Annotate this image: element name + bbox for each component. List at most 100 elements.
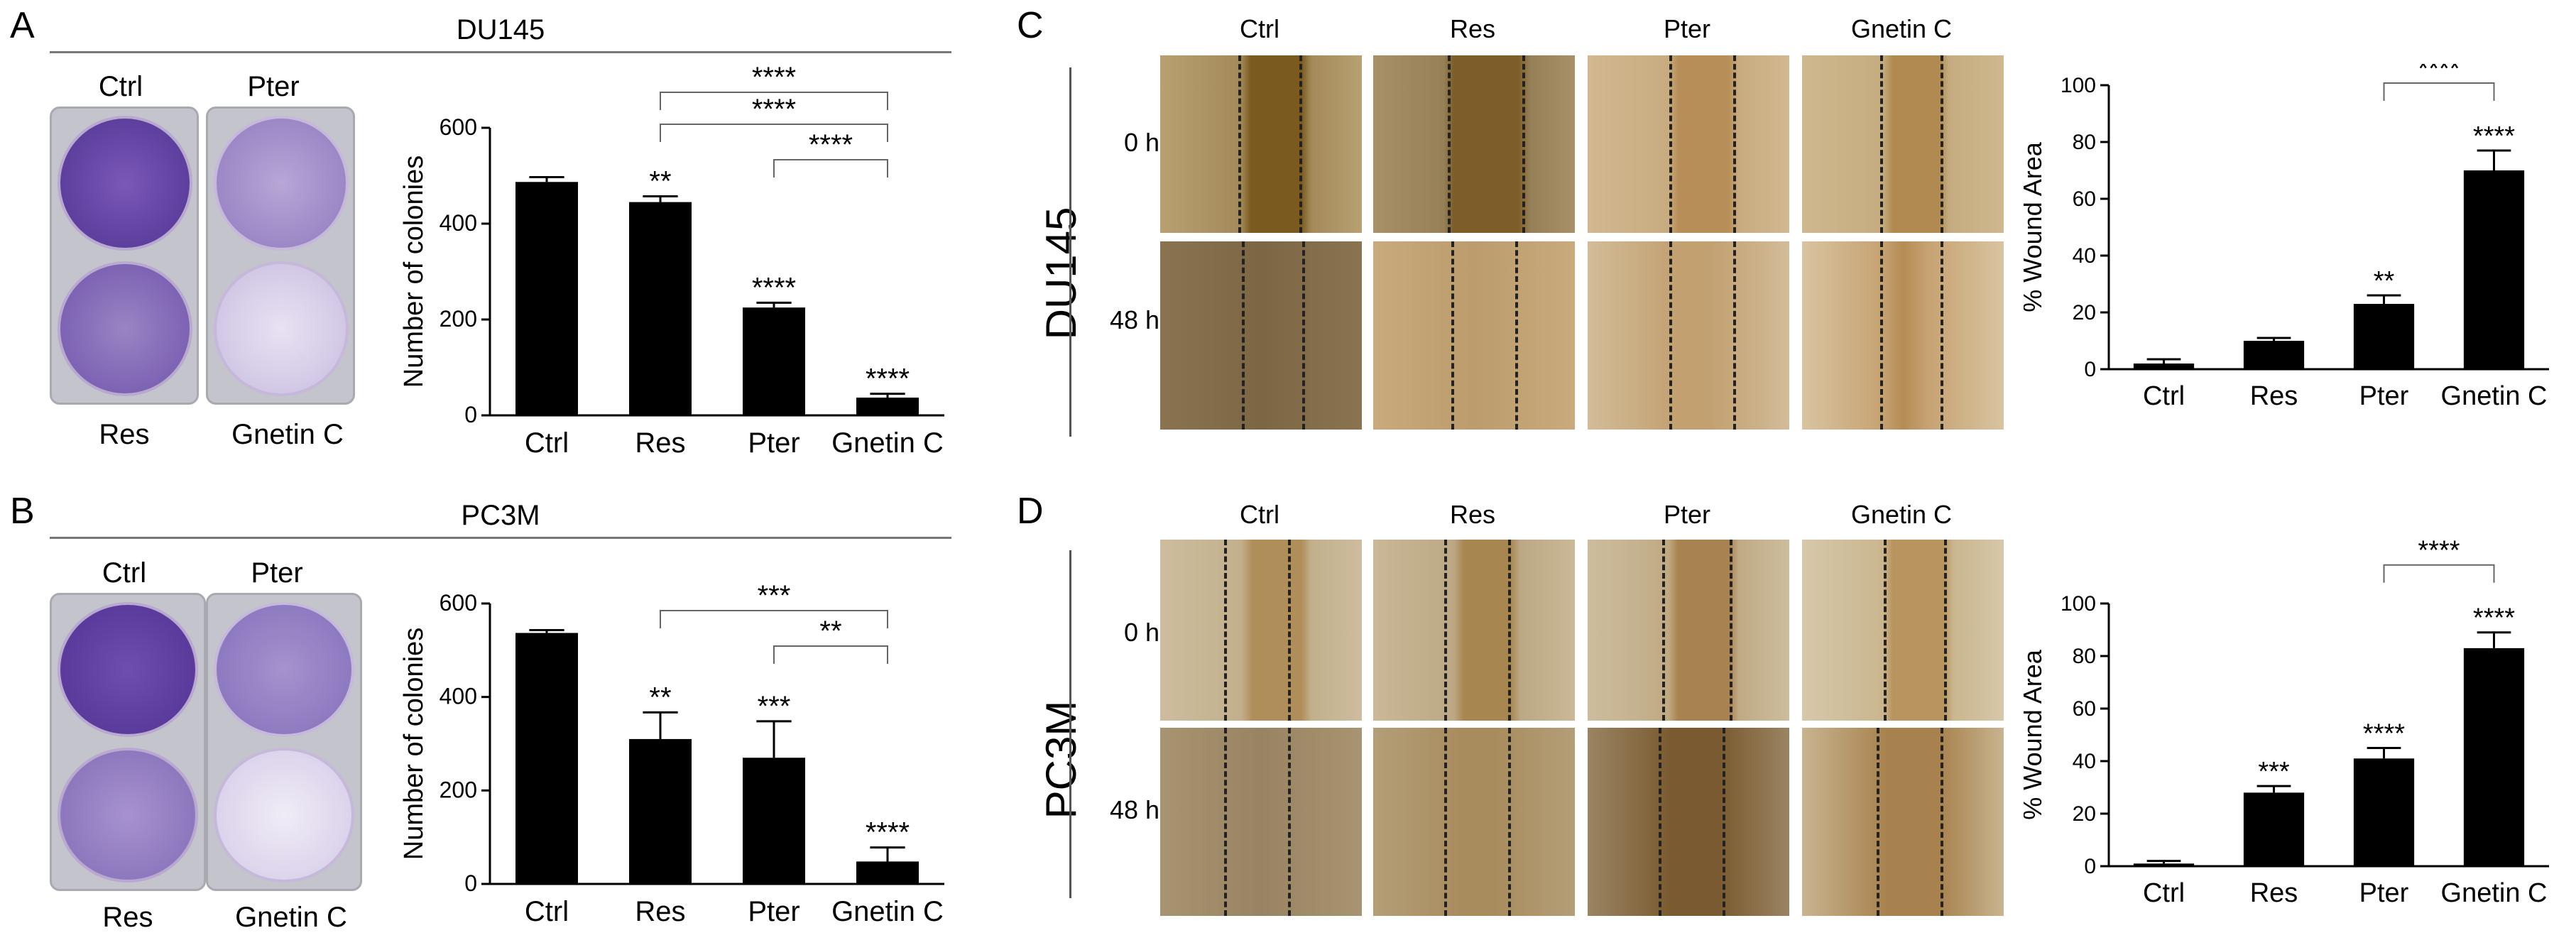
x-tick-label: Res	[2250, 381, 2298, 411]
chart-a-colonies: 0 200 400 600 Number of colonies Ctrl ** Res ***…	[399, 62, 944, 459]
wound-image-c-ctrl-48hr	[1160, 241, 1362, 430]
comparison-bracket	[660, 124, 888, 142]
well-ctrl	[58, 116, 192, 251]
well-pter-b	[214, 602, 354, 737]
wound-image-c-pter-0hr	[1588, 55, 1789, 233]
comparison-bracket	[2383, 564, 2495, 583]
comparison-bracket	[773, 645, 888, 664]
panel-d-col-gnetin: Gnetin C	[1850, 500, 1953, 529]
colony-plate-left-b	[50, 593, 206, 891]
comparison-label: ****	[809, 129, 853, 160]
significance-label: ****	[866, 817, 910, 848]
y-tick-label: 80	[2073, 131, 2096, 154]
comparison-label: ****	[752, 94, 796, 125]
wound-image-d-ctrl-0hr	[1160, 540, 1362, 721]
x-tick-label: Res	[2250, 878, 2298, 908]
panel-c-row-48hr: 48 hr	[1109, 305, 1168, 334]
y-tick-label: 80	[2073, 645, 2096, 668]
comparison-bracket	[660, 92, 888, 110]
panel-d-bracket	[1069, 550, 1071, 898]
y-axis-label: % Wound Area	[2024, 649, 2047, 819]
comparison-bracket	[660, 610, 888, 628]
significance-label: ***	[758, 691, 791, 722]
panel-letter-c: C	[1017, 5, 1044, 46]
x-tick-label: Pter	[2359, 878, 2409, 908]
y-tick-label: 400	[440, 210, 477, 236]
panel-letter-d: D	[1017, 491, 1044, 532]
y-tick-label: 0	[464, 870, 477, 896]
bar-gnetin-c	[856, 861, 919, 884]
wound-image-c-gnetin-48hr	[1802, 241, 2004, 430]
significance-label: **	[649, 682, 671, 713]
wound-image-c-res-48hr	[1373, 241, 1575, 430]
y-tick-label: 20	[2073, 301, 2096, 324]
panel-b-rule	[50, 537, 951, 539]
panel-d-row-0hr: 0 hr	[1123, 618, 1168, 647]
wound-image-d-gnetin-48hr	[1802, 728, 2004, 916]
x-tick-label: Gnetin C	[2441, 878, 2548, 908]
chart-c-wound-area: 0 20 40 60 80 100 % Wound Area Ctrl Res ** Pter ***…	[2024, 64, 2549, 411]
panel-letter-b: B	[10, 491, 35, 532]
plate-label-ctrl-b: Ctrl	[102, 557, 147, 589]
wound-image-c-ctrl-0hr	[1160, 55, 1362, 233]
panel-d-col-ctrl: Ctrl	[1240, 500, 1279, 529]
wound-image-d-ctrl-48hr	[1160, 728, 1362, 916]
x-tick-label: Gnetin C	[831, 896, 944, 927]
x-tick-label: Pter	[748, 427, 799, 459]
significance-label: ***	[2258, 757, 2290, 787]
wound-image-d-res-48hr	[1373, 728, 1575, 916]
well-pter	[214, 116, 349, 251]
bar-ctrl	[515, 182, 578, 415]
panel-a-title: DU145	[456, 14, 545, 45]
y-axis-label: Number of colonies	[399, 155, 429, 388]
y-tick-label: 400	[440, 684, 477, 709]
x-tick-label: Ctrl	[525, 896, 569, 927]
wound-image-c-gnetin-0hr	[1802, 55, 2004, 233]
panel-b-title: PC3M	[461, 500, 540, 531]
panel-c-col-pter: Pter	[1663, 14, 1711, 43]
x-tick-label: Ctrl	[2143, 878, 2185, 908]
y-tick-label: 600	[440, 114, 477, 140]
panel-c-col-ctrl: Ctrl	[1240, 14, 1279, 43]
significance-label: ****	[752, 272, 796, 303]
colony-plate-right-b	[206, 593, 362, 891]
y-axis-label: Number of colonies	[399, 628, 429, 860]
wound-image-d-pter-48hr	[1588, 728, 1789, 916]
bar-pter	[2353, 304, 2415, 369]
comparison-label: ****	[2418, 64, 2460, 84]
y-tick-label: 100	[2061, 592, 2096, 616]
comparison-label: ****	[752, 62, 796, 93]
y-tick-label: 0	[2084, 358, 2096, 381]
bar-pter	[2353, 758, 2415, 866]
significance-label: ****	[866, 364, 910, 395]
colony-plate-left	[50, 106, 199, 405]
comparison-bracket	[2383, 82, 2495, 101]
significance-label: ****	[2473, 603, 2515, 633]
wound-image-d-pter-0hr	[1588, 540, 1789, 721]
significance-label: **	[649, 166, 671, 197]
panel-d-col-res: Res	[1449, 500, 1496, 529]
bar-ctrl	[2133, 863, 2195, 866]
y-tick-label: 200	[440, 777, 477, 802]
y-tick-label: 60	[2073, 697, 2096, 721]
significance-label: **	[2374, 266, 2395, 296]
bar-pter	[743, 758, 805, 884]
well-res	[58, 261, 192, 396]
bar-pter	[743, 307, 805, 415]
wound-image-d-gnetin-0hr	[1802, 540, 2004, 721]
comparison-label: ****	[2418, 540, 2460, 566]
comparison-label: **	[819, 616, 841, 647]
bar-res	[629, 202, 692, 415]
well-gnetin-b	[214, 748, 354, 883]
comparison-label: ***	[758, 580, 791, 611]
x-tick-label: Gnetin C	[2441, 381, 2548, 411]
plate-label-pter-b: Pter	[251, 557, 303, 589]
x-tick-label: Res	[635, 427, 685, 459]
wound-image-c-res-0hr	[1373, 55, 1575, 233]
y-tick-label: 0	[2084, 855, 2096, 878]
panel-letter-a: A	[10, 5, 35, 46]
x-tick-label: Pter	[748, 896, 799, 927]
plate-label-ctrl: Ctrl	[98, 71, 143, 102]
y-tick-label: 600	[440, 590, 477, 616]
